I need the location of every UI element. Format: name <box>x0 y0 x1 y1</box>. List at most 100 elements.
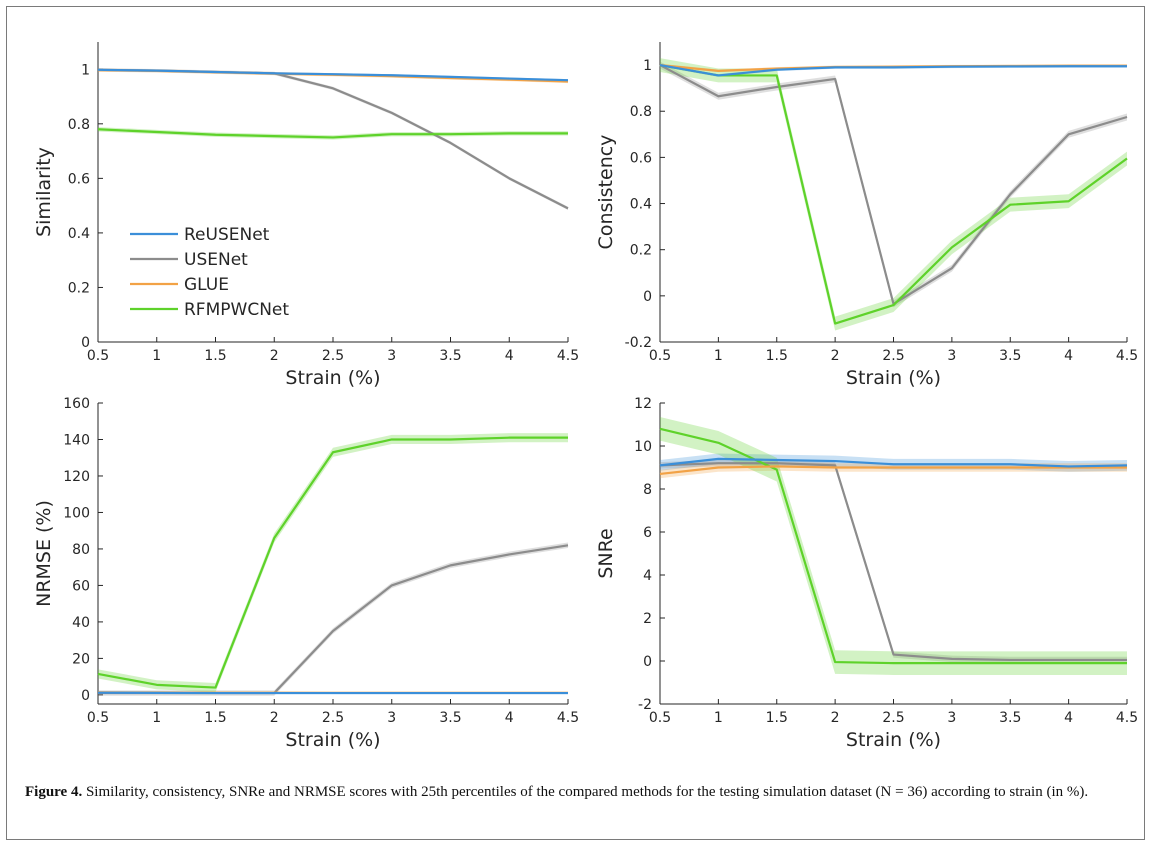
nrmse-x-axis-label: Strain (%) <box>285 729 380 751</box>
y-tick-label: 160 <box>63 396 90 412</box>
x-tick-label: 2.5 <box>882 710 904 726</box>
legend-label-reusenet: ReUSENet <box>184 225 270 245</box>
legend-label-rfmpwcnet: RFMPWCNet <box>184 300 289 320</box>
snre-y-axis-label: SNRe <box>595 528 617 578</box>
y-tick-label: 0.2 <box>630 243 652 259</box>
consistency-percentile-bands <box>660 58 1127 331</box>
usenet-band <box>660 61 1127 308</box>
x-tick-label: 1 <box>152 348 161 364</box>
nrmse-panel: 0.5 1 1.5 2 2.5 3 3.5 4 4.5 0 20 40 60 80 100 120 140 160… <box>33 396 579 751</box>
figure-caption: Figure 4. Similarity, consistency, SNRe … <box>25 782 1125 802</box>
x-tick-label: 0.5 <box>87 710 109 726</box>
similarity-panel: 0.5 1 1.5 2 2.5 3 3.5 4 4.5 0 0.2 0.4 0.6 0.8 1 Strain … <box>33 42 579 389</box>
y-tick-label: 0.6 <box>68 171 90 187</box>
y-tick-label: 0.6 <box>630 150 652 166</box>
caption-text: Similarity, consistency, SNRe and NRMSE … <box>82 784 1089 800</box>
x-tick-label: 1 <box>152 710 161 726</box>
x-tick-label: 4 <box>505 348 514 364</box>
similarity-x-axis-label: Strain (%) <box>285 367 380 389</box>
rfmpwcnet-band <box>98 433 568 693</box>
y-tick-label: 0.8 <box>68 117 90 133</box>
x-tick-label: 3.5 <box>439 348 461 364</box>
y-tick-label: 6 <box>643 525 652 541</box>
consistency-x-axis-label: Strain (%) <box>846 367 941 389</box>
similarity-y-axis-label: Similarity <box>33 147 55 237</box>
y-tick-label: -0.2 <box>625 335 652 351</box>
x-tick-label: 3.5 <box>999 710 1021 726</box>
x-tick-label: 0.5 <box>649 710 671 726</box>
x-tick-label: 2 <box>270 710 279 726</box>
y-tick-label: 40 <box>72 615 90 631</box>
nrmse-y-axis-label: NRMSE (%) <box>33 500 55 607</box>
y-tick-label: 0.8 <box>630 104 652 120</box>
rfmpwcnet-band <box>98 127 568 140</box>
y-tick-label: 0.2 <box>68 280 90 296</box>
x-tick-label: 1 <box>714 710 723 726</box>
y-tick-label: 10 <box>634 439 652 455</box>
x-tick-label: 4 <box>1064 710 1073 726</box>
y-tick-label: 0 <box>643 289 652 305</box>
usenet-band <box>660 459 1127 664</box>
y-tick-label: 60 <box>72 578 90 594</box>
usenet-line <box>659 64 1128 306</box>
y-tick-label: 0 <box>81 335 90 351</box>
x-tick-label: 2.5 <box>322 710 344 726</box>
x-tick-label: 4.5 <box>557 710 579 726</box>
snre-percentile-bands <box>660 416 1127 675</box>
x-tick-label: 1.5 <box>204 348 226 364</box>
snre-x-axis-label: Strain (%) <box>846 729 941 751</box>
x-tick-label: 1.5 <box>766 348 788 364</box>
y-tick-label: 20 <box>72 651 90 667</box>
y-tick-label: 0.4 <box>630 197 652 213</box>
x-tick-label: 2.5 <box>322 348 344 364</box>
y-tick-label: 1 <box>643 58 652 74</box>
legend: ReUSENet USENet GLUE RFMPWCNet <box>130 225 289 320</box>
x-tick-label: 4.5 <box>557 348 579 364</box>
x-tick-label: 2 <box>831 348 840 364</box>
reusenet-line <box>97 68 569 82</box>
y-tick-label: 0 <box>643 654 652 670</box>
caption-label: Figure 4. <box>25 784 83 800</box>
consistency-panel: 0.5 1 1.5 2 2.5 3 3.5 4 4.5 -0.2 0 0.2 0.4 0.6 0.8 1 Str… <box>595 42 1138 389</box>
x-tick-label: 1.5 <box>766 710 788 726</box>
y-tick-label: 4 <box>643 568 652 584</box>
usenet-line <box>659 462 1127 662</box>
x-tick-label: 4.5 <box>1116 710 1138 726</box>
y-tick-label: 8 <box>643 482 652 498</box>
x-tick-label: 3 <box>387 348 396 364</box>
legend-label-usenet: USENet <box>184 250 248 270</box>
legend-label-glue: GLUE <box>184 275 229 295</box>
x-tick-label: 4 <box>505 710 514 726</box>
usenet-band <box>98 542 568 696</box>
consistency-y-axis-label: Consistency <box>595 135 617 250</box>
x-tick-label: 3 <box>947 710 956 726</box>
x-tick-label: 3 <box>387 710 396 726</box>
y-tick-label: 2 <box>643 611 652 627</box>
x-tick-label: 1 <box>714 348 723 364</box>
nrmse-percentile-bands <box>98 433 568 696</box>
x-tick-label: 0.5 <box>87 348 109 364</box>
x-tick-label: 3 <box>947 348 956 364</box>
y-tick-label: 80 <box>72 542 90 558</box>
x-tick-label: 2 <box>270 348 279 364</box>
y-tick-label: 0.4 <box>68 226 90 242</box>
y-tick-label: 1 <box>81 62 90 78</box>
y-tick-label: 12 <box>634 396 652 412</box>
y-tick-label: 0 <box>81 688 90 704</box>
x-tick-label: 4 <box>1064 348 1073 364</box>
figure-frame <box>6 6 1145 840</box>
y-tick-label: -2 <box>638 697 652 713</box>
x-tick-label: 3.5 <box>439 710 461 726</box>
x-tick-label: 0.5 <box>649 348 671 364</box>
snre-panel: 0.5 1 1.5 2 2.5 3 3.5 4 4.5 -2 0 2 4 6 8 10 12 Strain (%)… <box>595 396 1138 751</box>
x-tick-label: 4.5 <box>1116 348 1138 364</box>
y-tick-label: 140 <box>63 432 90 448</box>
rfmpwcnet-line <box>97 436 568 689</box>
y-tick-label: 120 <box>63 469 90 485</box>
rfmpwcnet-line <box>659 63 1128 325</box>
chart-canvas: 0.5 1 1.5 2 2.5 3 3.5 4 4.5 0 0.2 0.4 0.6 0.8 1 Strain … <box>33 42 1138 751</box>
rfmpwcnet-band <box>660 58 1127 331</box>
x-tick-label: 1.5 <box>204 710 226 726</box>
y-tick-label: 100 <box>63 505 90 521</box>
x-tick-label: 3.5 <box>999 348 1021 364</box>
